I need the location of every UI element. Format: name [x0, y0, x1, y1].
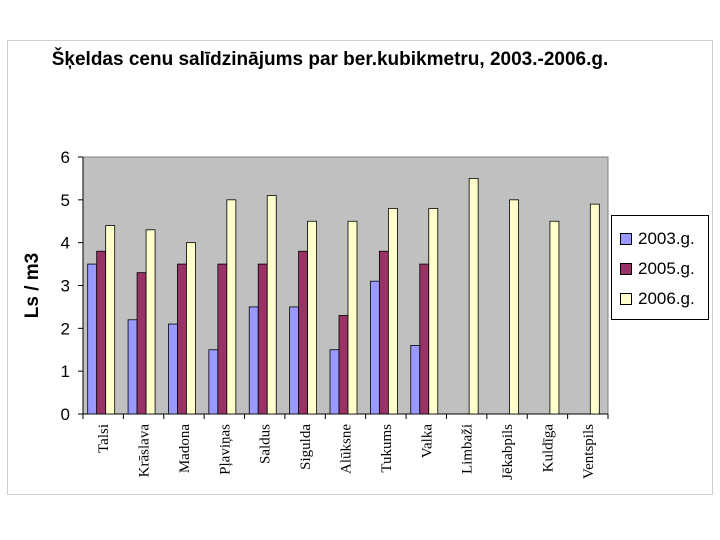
bar	[96, 250, 107, 415]
chart-title: Šķeldas cenu salīdzinājums par ber.kubik…	[51, 49, 609, 70]
x-tick-label: Pļaviņas	[217, 424, 233, 475]
bar	[257, 263, 268, 415]
bar	[347, 220, 358, 415]
bar	[177, 263, 187, 415]
legend-swatch	[620, 263, 632, 275]
bar	[136, 272, 147, 415]
bar	[248, 306, 259, 415]
bar	[468, 178, 479, 415]
bar	[168, 323, 178, 415]
bar	[289, 306, 300, 415]
bar	[589, 203, 600, 415]
bar	[186, 242, 196, 415]
x-tick-label: Madona	[177, 424, 193, 473]
x-tick-label: Alūksne	[339, 424, 355, 474]
legend: 2003.g. 2005.g. 2006.g.	[611, 215, 709, 320]
bar	[105, 225, 116, 415]
bar	[329, 349, 340, 415]
bar	[208, 349, 219, 415]
bar	[549, 220, 560, 415]
bar	[127, 319, 138, 415]
bar	[369, 280, 380, 415]
legend-label: 2005.g.	[638, 259, 695, 278]
legend-label: 2006.g.	[638, 289, 695, 308]
x-tick-label: Ventspils	[581, 424, 597, 479]
y-tick-label: 4	[61, 234, 70, 253]
x-tick-label: Tukums	[379, 424, 395, 473]
bar	[217, 263, 228, 415]
bar	[509, 199, 519, 415]
bar	[378, 250, 389, 415]
x-tick-label: Sigulda	[298, 424, 314, 470]
legend-swatch	[620, 293, 632, 305]
bar	[410, 345, 421, 415]
legend-swatch	[620, 233, 632, 245]
bar	[226, 199, 237, 415]
bar	[307, 220, 318, 415]
y-tick-label: 2	[61, 319, 70, 338]
x-tick-label: Jēkabpils	[500, 424, 516, 480]
x-tick-label: Kuldīga	[540, 424, 556, 473]
y-tick-label: 3	[61, 277, 70, 296]
y-axis-title: Ls / m3	[22, 253, 43, 318]
x-tick-label: Valka	[419, 424, 435, 458]
legend-item: 2003.g.	[620, 226, 695, 252]
bar	[298, 250, 309, 415]
bar	[145, 229, 156, 415]
legend-item: 2006.g.	[620, 286, 695, 312]
x-tick-label: Krāslava	[137, 424, 153, 478]
y-tick-label: 0	[61, 405, 70, 424]
x-tick-label: Limbaži	[460, 424, 476, 474]
legend-label: 2003.g.	[638, 229, 695, 248]
y-tick-label: 1	[61, 362, 70, 381]
bar	[266, 195, 277, 415]
legend-item: 2005.g.	[620, 256, 695, 282]
x-tick-label: Talsi	[96, 424, 112, 453]
bar	[387, 207, 398, 415]
bar	[338, 315, 349, 415]
x-tick-label: Saldus	[258, 424, 274, 464]
bar	[419, 263, 430, 415]
y-tick-label: 6	[61, 148, 70, 167]
bar	[87, 263, 98, 415]
bar	[428, 207, 439, 415]
y-tick-label: 5	[61, 191, 70, 210]
